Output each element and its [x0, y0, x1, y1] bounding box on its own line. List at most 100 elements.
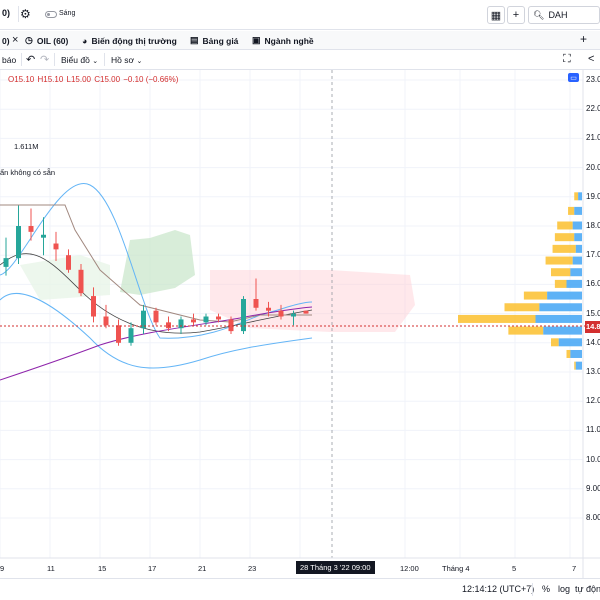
volume-profile-up	[570, 268, 582, 277]
candle-body	[53, 243, 59, 250]
share-icon[interactable]: <	[588, 53, 595, 65]
time-tick-label: 15	[98, 564, 107, 573]
symbol-search-input[interactable]: 🔍︎ DAH	[528, 6, 600, 24]
log-toggle[interactable]: log	[558, 584, 571, 594]
percent-toggle[interactable]: %	[542, 584, 551, 594]
price-tick-label: 16.0	[586, 279, 600, 289]
layout-grid-icon[interactable]: ▦	[487, 6, 505, 24]
ichimoku-cloud	[20, 230, 415, 332]
top-bar: 0) ⚙ Sáng ▦ + 🔍︎ DAH	[0, 0, 600, 30]
price-tick-label: 11.0	[586, 425, 600, 435]
tab-market-movers[interactable]: ◕ Biến động thị trường	[82, 31, 177, 50]
profile-menu[interactable]: Hồ sơ ⌄	[111, 55, 142, 65]
chart-type-menu[interactable]: Biểu đồ ⌄	[61, 55, 98, 65]
candle-body	[266, 307, 271, 311]
indicator-unavailable-note: ẩn không có sẵn	[0, 168, 56, 177]
redo-icon[interactable]: ↷	[40, 54, 50, 66]
fullscreen-icon[interactable]: ⛶	[563, 53, 571, 65]
lower-band	[0, 293, 313, 369]
candle-body	[128, 328, 134, 343]
price-tick-label: 18.0	[586, 221, 600, 230]
volume-profile-up	[535, 314, 582, 323]
time-tick-label: 11	[47, 564, 55, 573]
candle	[278, 304, 284, 320]
candle	[153, 307, 159, 326]
tab-industry[interactable]: ▣ Ngành nghề	[252, 31, 314, 50]
candle-body	[141, 310, 146, 329]
cloud-green	[120, 230, 195, 295]
candle-body	[178, 319, 184, 329]
ohlc-low: L15.00	[66, 75, 91, 84]
candle	[141, 304, 146, 335]
auto-toggle[interactable]: tự động	[575, 584, 600, 594]
ohlc-change: −0.10 (−0.66%)	[123, 75, 179, 84]
volume-profile-down	[458, 314, 536, 323]
candle-body	[116, 325, 121, 343]
candle	[166, 316, 171, 332]
crosshair-date-tag: 28 Tháng 3 '22 09:00	[296, 561, 375, 574]
tab-price-board[interactable]: ▤ Bảng giá	[190, 31, 238, 50]
alert-button[interactable]: báo	[2, 55, 17, 65]
divider	[21, 53, 22, 66]
volume-profile-up	[547, 291, 582, 300]
price-board-icon: ▤	[190, 35, 199, 45]
chart-area[interactable]: O15.10 H15.10 L15.00 C15.00 −0.10 (−0.66…	[0, 70, 600, 578]
tabs-bar: 0) × ◷ OIL (60) ◕ Biến động thị trường ▤…	[0, 31, 600, 50]
add-symbol-icon[interactable]: +	[507, 6, 525, 24]
gear-icon[interactable]: ⚙	[20, 7, 31, 21]
theme-toggle-label: Sáng	[59, 10, 76, 17]
candles	[3, 205, 309, 346]
price-tick-label: 20.0	[586, 162, 600, 172]
candle	[3, 237, 9, 276]
candle	[303, 310, 309, 314]
volume-profile-down	[557, 221, 573, 230]
tab-label: Bảng giá	[202, 35, 239, 46]
price-chart[interactable]	[0, 70, 600, 578]
ohlc-close: C15.00	[94, 75, 121, 84]
volume-profile-up	[570, 349, 582, 358]
volume-profile-down	[545, 256, 573, 265]
chevron-down-icon: ⌄	[92, 58, 99, 65]
last-price-tag: 14.8	[585, 321, 600, 333]
ohlc-open: O15.10	[8, 75, 35, 84]
candle	[53, 231, 59, 262]
ma-purple	[0, 306, 313, 381]
volume-profile-up	[572, 256, 582, 265]
volume-profile-up	[578, 192, 582, 201]
undo-icon[interactable]: ↶	[26, 54, 36, 66]
volume-profile-down	[551, 268, 571, 277]
divider	[54, 53, 55, 66]
middle-line	[0, 253, 313, 334]
profile-label: Hồ sơ	[111, 55, 135, 65]
volume-profile-up	[539, 303, 582, 312]
search-icon: 🔍︎	[533, 9, 545, 20]
tab-oil[interactable]: ◷ OIL (60)	[25, 31, 68, 50]
volume-value: 1.611M	[14, 142, 39, 151]
divider	[532, 583, 533, 596]
candle	[91, 287, 96, 323]
time-tick-label: 5	[512, 564, 517, 573]
volume-profile-up	[566, 279, 582, 288]
candle-body	[28, 226, 34, 232]
candle-body	[103, 316, 109, 326]
status-bar: 12:14:12 (UTC+7) % log tự động	[0, 578, 600, 600]
candle	[266, 301, 271, 317]
close-icon[interactable]: ×	[12, 34, 19, 46]
volume-profile-down	[568, 206, 575, 215]
tab-label: Biến động thị trường	[91, 35, 177, 46]
candle-body	[278, 310, 284, 317]
ohlc-high: H15.10	[37, 75, 64, 84]
volume-profile-up	[575, 361, 582, 370]
candle	[41, 217, 46, 256]
candle	[16, 205, 21, 264]
volume-profile-down	[554, 233, 575, 242]
volume-profile-down	[523, 291, 548, 300]
theme-toggle[interactable]	[45, 11, 57, 18]
time-tick-label: Tháng 4	[442, 564, 470, 573]
price-scale-badge[interactable]: ▭	[568, 73, 579, 82]
candle	[291, 310, 296, 326]
add-tab-icon[interactable]: +	[580, 32, 588, 46]
candle-body	[216, 316, 221, 320]
candle	[228, 316, 234, 335]
candle	[253, 278, 259, 311]
